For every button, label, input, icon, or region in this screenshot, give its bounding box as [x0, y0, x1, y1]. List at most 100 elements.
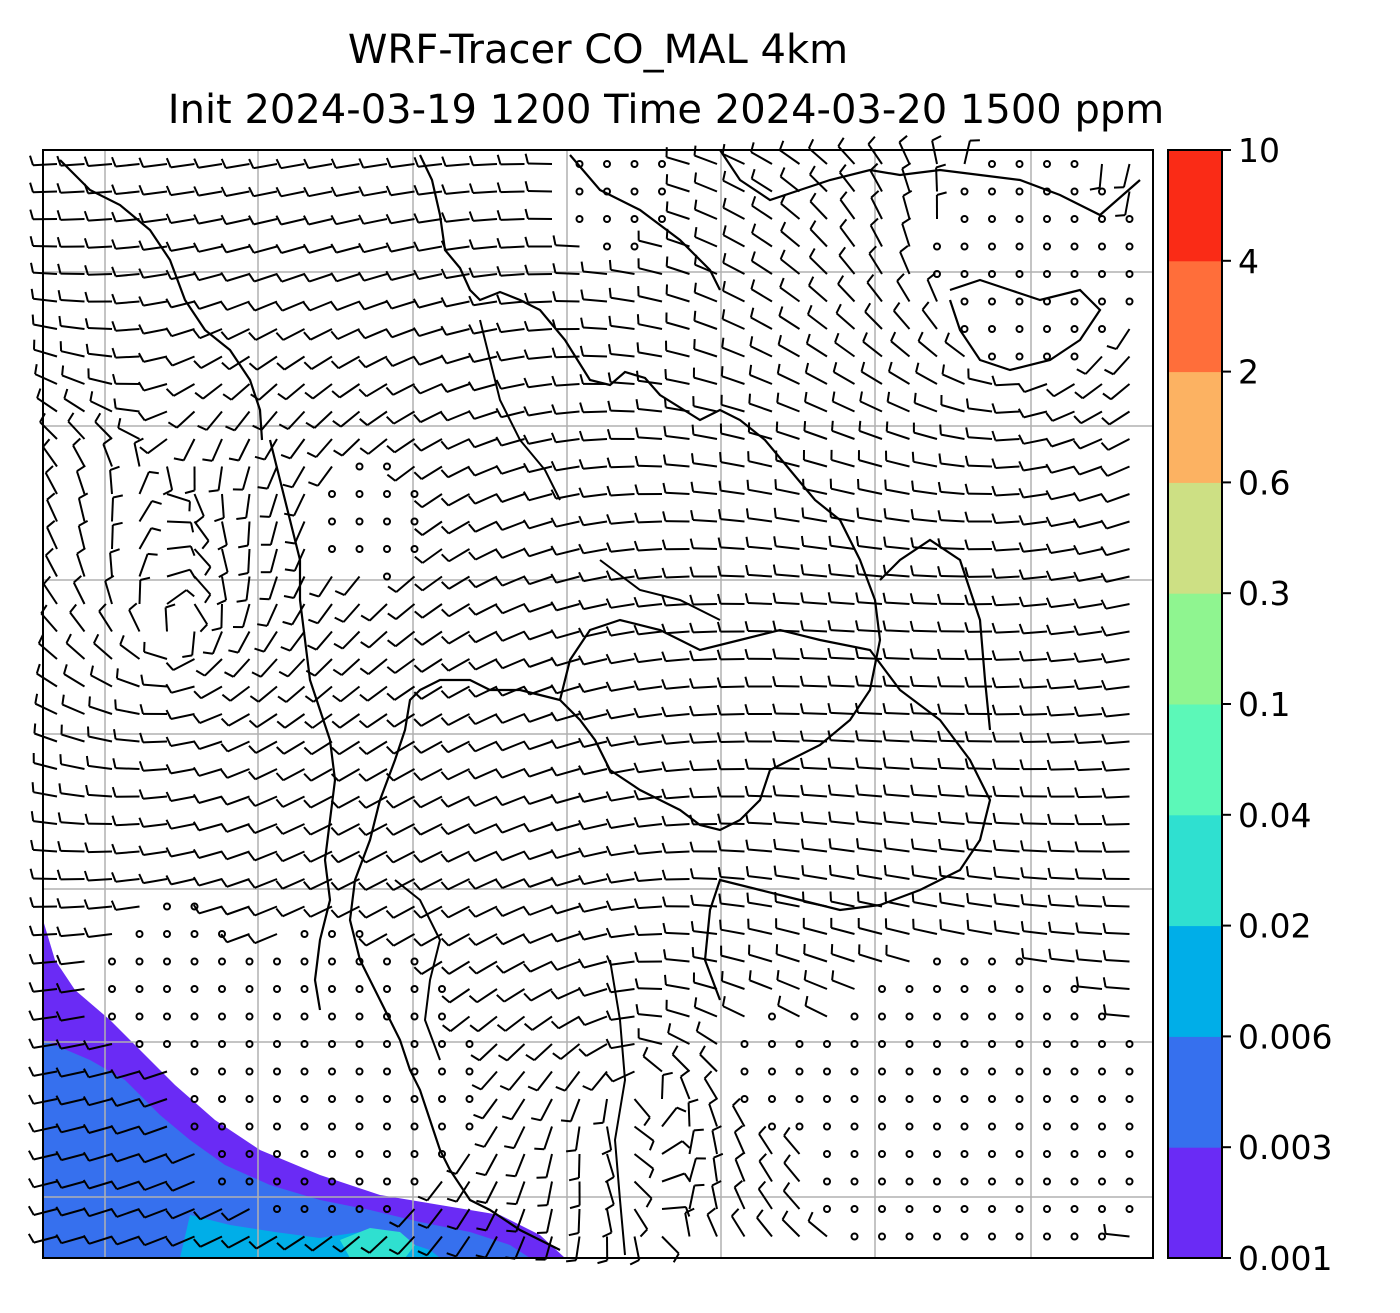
calm-wind-marker — [328, 957, 336, 966]
calm-wind-marker — [1015, 1150, 1024, 1158]
calm-wind-marker — [355, 545, 364, 553]
wind-barb — [358, 768, 388, 782]
wind-barb — [360, 630, 388, 649]
wind-barb — [522, 905, 553, 916]
wind-barb — [284, 521, 306, 545]
wind-barb — [663, 949, 690, 963]
wind-barb — [635, 399, 663, 413]
wind-barb — [637, 1028, 663, 1045]
wind-barb — [579, 402, 608, 414]
calm-wind-marker — [1125, 1040, 1134, 1048]
wind-barb — [1020, 921, 1048, 935]
wind-barb — [938, 892, 965, 908]
wind-barb — [1075, 895, 1103, 908]
wind-barb — [938, 838, 965, 853]
wind-barb — [357, 271, 388, 282]
colorbar-segment — [1168, 814, 1222, 927]
calm-wind-marker — [878, 1040, 886, 1048]
wind-barb — [772, 676, 800, 688]
calm-wind-marker — [823, 1040, 831, 1048]
wind-barb — [211, 603, 223, 632]
wind-barb — [830, 449, 855, 468]
wind-barb — [1019, 759, 1048, 771]
wind-barb — [607, 400, 635, 413]
wind-barb — [827, 647, 855, 660]
wind-barb — [780, 194, 801, 220]
wind-barb — [523, 406, 553, 417]
wind-barb — [551, 347, 580, 359]
wind-barb — [993, 893, 1020, 908]
wind-barb — [247, 850, 278, 862]
calm-wind-marker — [960, 1040, 969, 1048]
wind-barb — [1100, 546, 1130, 557]
wind-barb — [440, 383, 470, 393]
wind-barb — [250, 383, 278, 401]
wind-barb — [495, 350, 525, 362]
wind-barb — [166, 493, 191, 512]
wind-barb — [530, 1098, 553, 1122]
wind-barb — [829, 507, 855, 523]
calm-wind-marker — [960, 985, 969, 993]
wind-barb — [77, 492, 89, 522]
wind-barb — [110, 900, 140, 911]
wind-barb — [247, 300, 278, 312]
wind-barb — [522, 850, 553, 861]
wind-barb — [28, 1066, 58, 1077]
wind-barb — [578, 710, 608, 721]
wind-barb — [890, 331, 911, 358]
wind-barb — [55, 1067, 85, 1078]
wind-barb — [633, 624, 663, 636]
wind-barb — [859, 391, 883, 413]
wind-barb — [440, 713, 470, 726]
wind-barb — [550, 739, 580, 750]
calm-wind-marker — [465, 1040, 474, 1048]
wind-barb — [165, 269, 195, 281]
wind-barb — [637, 258, 663, 275]
wind-barb — [275, 243, 305, 254]
calm-wind-marker — [988, 1040, 996, 1048]
wind-barb — [991, 458, 1020, 469]
calm-wind-marker — [905, 1122, 914, 1131]
wind-barb — [76, 547, 86, 577]
wind-barb — [446, 1153, 471, 1175]
wind-barb — [716, 649, 745, 661]
wind-barb — [1046, 786, 1075, 798]
calm-wind-marker — [960, 325, 969, 333]
calm-wind-marker — [328, 517, 336, 526]
wind-barb — [386, 713, 416, 728]
wind-barb — [468, 155, 498, 167]
calm-wind-marker — [850, 1095, 859, 1103]
wind-barb — [964, 622, 993, 633]
wind-barb — [828, 864, 855, 880]
calm-wind-marker — [988, 270, 996, 278]
wind-barb — [193, 603, 209, 633]
wind-barb — [330, 272, 360, 283]
calm-wind-marker — [383, 985, 391, 993]
wind-barb — [308, 603, 333, 625]
wind-barb — [523, 1015, 553, 1031]
wind-barb — [413, 658, 443, 673]
wind-barb — [806, 304, 828, 330]
wind-barb — [441, 603, 471, 618]
wind-barb — [911, 865, 938, 880]
wind-barb — [277, 383, 306, 401]
colorbar-segment — [1168, 260, 1222, 373]
wind-barb — [89, 391, 113, 413]
calm-wind-marker — [273, 1012, 281, 1021]
wind-barb — [965, 398, 993, 413]
calm-wind-marker — [658, 160, 666, 168]
wind-barb — [550, 545, 580, 556]
wind-barb — [717, 867, 745, 880]
calm-wind-marker — [795, 1122, 804, 1131]
wind-barb — [964, 731, 993, 743]
wind-barb — [883, 838, 910, 853]
wind-barb — [607, 372, 635, 385]
wind-barb — [565, 1126, 581, 1153]
calm-wind-marker — [603, 187, 611, 196]
wind-barb — [864, 302, 883, 330]
wind-barb — [202, 631, 223, 655]
wind-barb — [330, 300, 360, 312]
calm-wind-marker — [1098, 297, 1106, 306]
calm-wind-marker — [190, 1067, 199, 1076]
wind-barb — [303, 823, 333, 836]
